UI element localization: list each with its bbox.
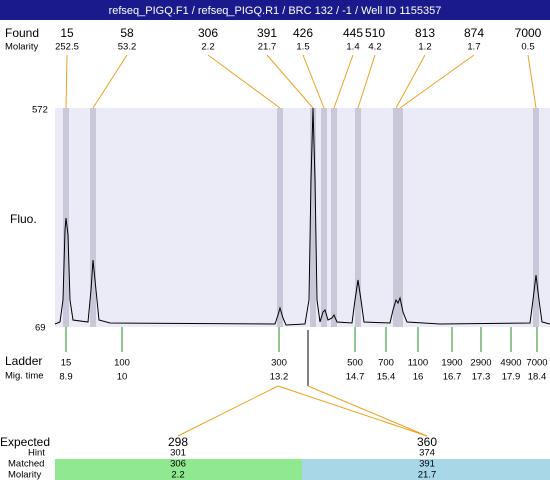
ladder-time: 10 xyxy=(117,372,128,383)
peak-size: 426 xyxy=(293,26,313,40)
matched-size: 391 xyxy=(419,459,435,470)
ladder-size: 2900 xyxy=(470,358,491,369)
matched-molarity: 21.7 xyxy=(418,470,437,480)
ladder-size: 300 xyxy=(271,358,287,369)
ladder-time: 18.4 xyxy=(528,372,547,383)
peak-band xyxy=(533,108,539,327)
ladder-label: Ladder xyxy=(5,354,42,368)
matched-size: 306 xyxy=(170,459,186,470)
exp-molarity-label: Molarity xyxy=(8,470,42,480)
peak-connector xyxy=(357,54,376,109)
peak-band xyxy=(310,108,316,327)
mig-time-label: Mig. time xyxy=(5,371,44,382)
expected-size: 360 xyxy=(417,435,437,449)
matched-band xyxy=(55,470,302,480)
ladder-time: 8.9 xyxy=(59,372,72,383)
peak-connector xyxy=(92,54,128,109)
ladder-size: 1100 xyxy=(408,358,428,369)
ladder-size: 7000 xyxy=(526,358,547,369)
connector xyxy=(307,385,428,437)
peak-size: 813 xyxy=(415,26,435,40)
matched-label: Matched xyxy=(8,459,44,470)
peak-size: 874 xyxy=(464,26,484,40)
peak-size: 510 xyxy=(365,26,385,40)
peak-connector xyxy=(207,54,281,109)
connector xyxy=(177,385,279,437)
ladder-time: 17.3 xyxy=(472,372,491,383)
hint-size: 374 xyxy=(419,448,435,459)
peak-molarity: 1.7 xyxy=(467,42,480,53)
ladder-time: 17.9 xyxy=(502,372,521,383)
peak-molarity: 2.2 xyxy=(201,42,214,53)
peak-size: 7000 xyxy=(515,26,542,40)
ladder-time: 13.2 xyxy=(270,372,289,383)
connector xyxy=(277,385,428,437)
ladder-time: 14.7 xyxy=(346,372,365,383)
peak-band xyxy=(397,108,403,327)
peak-connector xyxy=(302,54,325,109)
peak-molarity: 252.5 xyxy=(55,42,79,53)
trace xyxy=(54,107,550,326)
peak-molarity: 4.2 xyxy=(368,42,381,53)
peak-connector xyxy=(527,54,537,109)
expected-label: Expected xyxy=(0,435,50,449)
hint-label: Hint xyxy=(28,448,45,459)
peak-band xyxy=(277,108,283,327)
peak-connector xyxy=(399,54,475,109)
expected-size: 298 xyxy=(168,435,188,449)
peak-molarity: 1.2 xyxy=(418,42,431,53)
ladder-size: 500 xyxy=(347,358,363,369)
ladder-time: 16 xyxy=(413,372,424,383)
title-bar xyxy=(0,0,550,20)
matched-band xyxy=(302,459,550,480)
peak-band xyxy=(393,108,399,327)
ladder-size: 100 xyxy=(114,358,130,369)
ladder-size: 700 xyxy=(378,358,394,369)
peak-molarity: 1.4 xyxy=(346,42,359,53)
ladder-size: 1900 xyxy=(441,358,462,369)
peak-size: 391 xyxy=(257,26,277,40)
peak-band xyxy=(321,108,327,327)
peak-size: 15 xyxy=(60,26,74,40)
matched-band xyxy=(55,459,302,470)
peak-connector xyxy=(395,54,426,109)
peak-size: 306 xyxy=(198,26,218,40)
peak-molarity: 21.7 xyxy=(258,42,277,53)
matched-molarity: 2.2 xyxy=(171,470,184,480)
peak-size: 58 xyxy=(120,26,134,40)
molarity-label: Molarity xyxy=(5,42,39,53)
peak-band xyxy=(355,108,361,327)
ladder-time: 15.4 xyxy=(377,372,396,383)
peak-band xyxy=(331,108,337,327)
found-label: Found xyxy=(5,26,39,40)
plot-area xyxy=(55,108,550,327)
fluo-bottom: 69 xyxy=(35,323,46,334)
peak-connector xyxy=(65,54,68,109)
ladder-time: 16.7 xyxy=(443,372,462,383)
ladder-size: 4900 xyxy=(500,358,521,369)
hint-size: 301 xyxy=(170,448,186,459)
ladder-size: 15 xyxy=(61,358,72,369)
peak-molarity: 0.5 xyxy=(521,42,534,53)
peak-connector xyxy=(266,54,314,109)
peak-connector xyxy=(333,54,354,109)
peak-molarity: 1.5 xyxy=(296,42,309,53)
fluo-top: 572 xyxy=(32,105,48,116)
peak-band xyxy=(90,108,96,327)
peak-size: 445 xyxy=(343,26,363,40)
peak-molarity: 53.2 xyxy=(118,42,137,53)
fluo-label: Fluo. xyxy=(10,212,37,226)
title: refseq_PIGQ.F1 / refseq_PIGQ.R1 / BRC 13… xyxy=(109,5,442,17)
peak-band xyxy=(63,108,69,327)
